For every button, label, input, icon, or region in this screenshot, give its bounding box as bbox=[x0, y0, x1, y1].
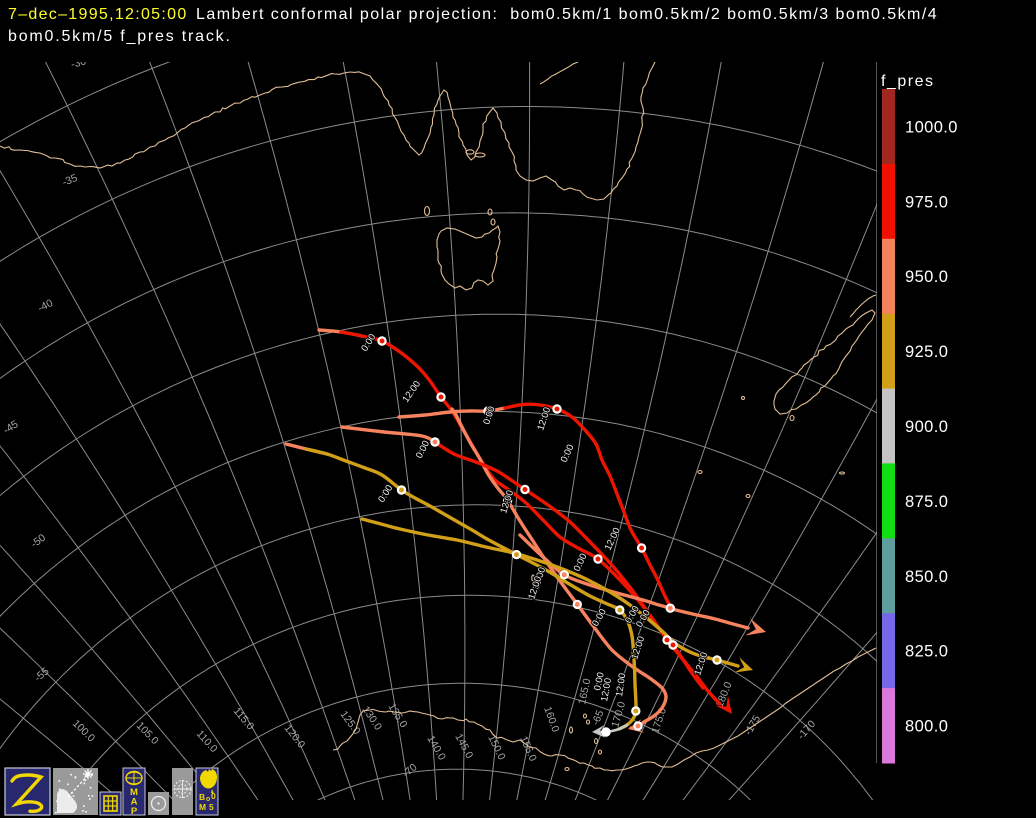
svg-text:875.0: 875.0 bbox=[905, 493, 948, 511]
svg-text:o: o bbox=[206, 796, 210, 803]
svg-text:0: 0 bbox=[211, 791, 216, 801]
svg-text:825.0: 825.0 bbox=[905, 643, 948, 661]
svg-text:7–dec–1995,12:05:00: 7–dec–1995,12:05:00 bbox=[8, 6, 188, 23]
svg-text:M: M bbox=[199, 802, 206, 812]
svg-text:bom0.5km/5 f_pres track.: bom0.5km/5 f_pres track. bbox=[8, 28, 232, 45]
svg-text:M: M bbox=[130, 787, 138, 798]
svg-text:800.0: 800.0 bbox=[905, 718, 948, 736]
svg-text:975.0: 975.0 bbox=[905, 193, 948, 211]
svg-text:0:00: 0:00 bbox=[592, 671, 607, 691]
svg-text:-35: -35 bbox=[61, 172, 80, 189]
svg-text:850.0: 850.0 bbox=[905, 568, 948, 586]
svg-text:12:00: 12:00 bbox=[599, 677, 614, 702]
svg-text:12:00: 12:00 bbox=[614, 672, 628, 697]
svg-text:0:00: 0:00 bbox=[481, 405, 497, 426]
svg-text:165.0: 165.0 bbox=[576, 677, 593, 705]
svg-text:900.0: 900.0 bbox=[905, 418, 948, 436]
svg-text:-65: -65 bbox=[590, 708, 607, 727]
svg-text:Lambert conformal polar projec: Lambert conformal polar projection: bom0… bbox=[196, 6, 938, 23]
svg-text:925.0: 925.0 bbox=[905, 343, 948, 361]
svg-text:A: A bbox=[131, 797, 138, 808]
svg-text:1000.0: 1000.0 bbox=[905, 118, 958, 136]
svg-text:-30: -30 bbox=[70, 55, 88, 71]
svg-text:5: 5 bbox=[209, 802, 214, 812]
svg-text:B: B bbox=[199, 792, 205, 802]
svg-text:950.0: 950.0 bbox=[905, 268, 948, 286]
svg-text:f_pres: f_pres bbox=[881, 73, 934, 90]
svg-text:P: P bbox=[131, 806, 138, 817]
